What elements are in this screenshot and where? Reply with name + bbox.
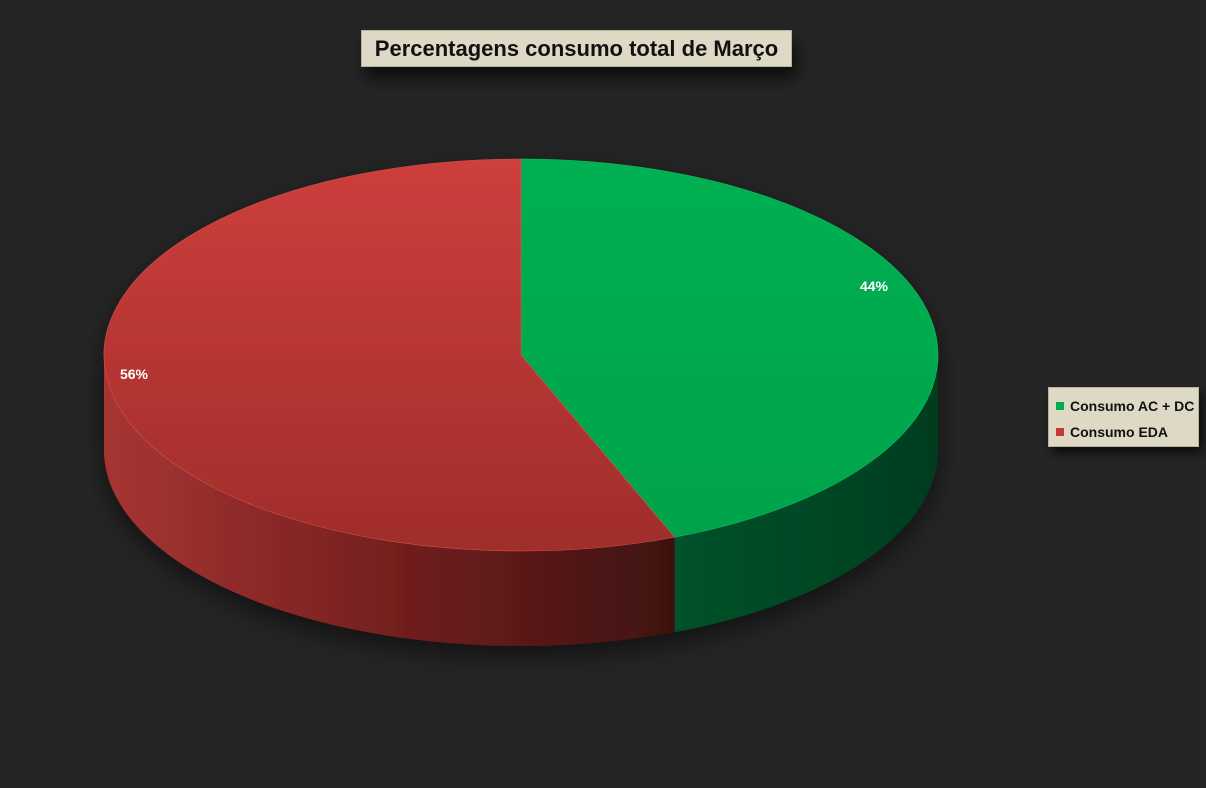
legend-swatch-eda <box>1056 428 1064 436</box>
pie-side-eda <box>104 355 675 647</box>
chart-title: Percentagens consumo total de Março <box>374 35 779 61</box>
pie-slice-ac-dc <box>520 158 939 538</box>
pie-slice-eda <box>103 158 676 552</box>
pie-side-ac-dc <box>674 355 938 633</box>
legend-label-ac-dc: Consumo AC + DC <box>1070 398 1195 414</box>
legend-swatch-ac-dc <box>1056 402 1064 410</box>
data-label-ac-dc: 44% <box>860 278 889 294</box>
legend: Consumo AC + DC Consumo EDA <box>1048 387 1199 447</box>
legend-label-eda: Consumo EDA <box>1070 424 1168 440</box>
legend-item-ac-dc: Consumo AC + DC <box>1056 393 1198 419</box>
chart-title-box: Percentagens consumo total de Março <box>361 30 792 67</box>
legend-item-eda: Consumo EDA <box>1056 419 1198 445</box>
data-label-eda: 56% <box>120 366 149 382</box>
